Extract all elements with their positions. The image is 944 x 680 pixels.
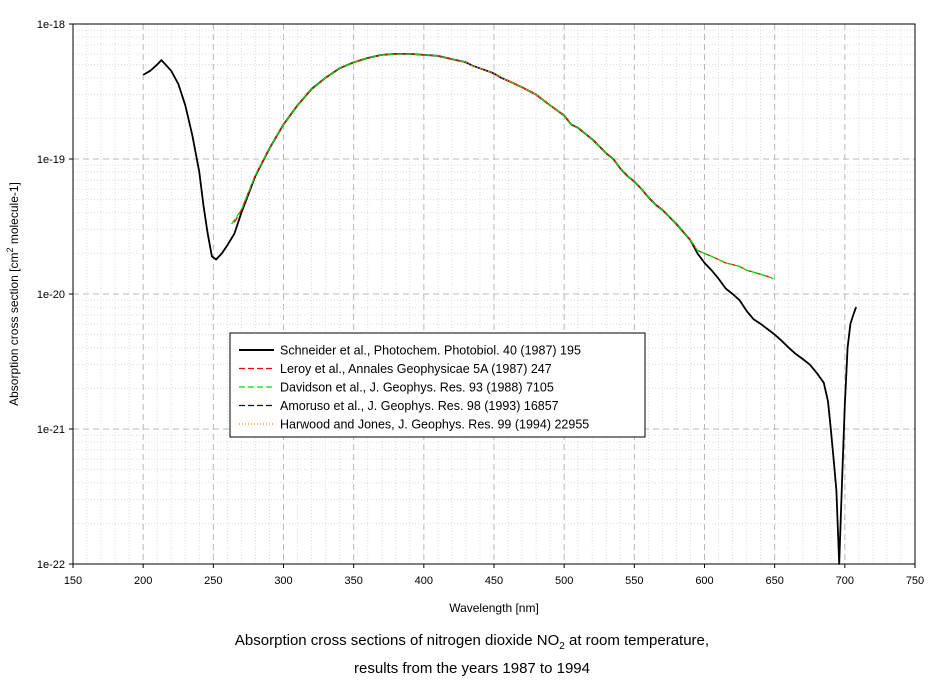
caption-line-1: Absorption cross sections of nitrogen di… [0,630,944,658]
caption-line-1-prefix: Absorption cross sections of nitrogen di… [234,632,560,649]
series-line-5 [465,61,565,117]
x-tick-label: 150 [64,575,82,587]
x-tick-label: 400 [415,575,433,587]
x-tick-label: 550 [625,575,643,587]
x-tick-label: 750 [906,575,924,587]
x-tick-label: 700 [836,575,854,587]
series-line-3 [231,53,774,280]
x-tick-label: 650 [765,575,783,587]
y-axis: 1e-18 1e-19 1e-20 1e-21 1e-22 [37,19,73,571]
legend-entry-4: Amoruso et al., J. Geophys. Res. 98 (199… [280,399,559,413]
legend-entry-2: Leroy et al., Annales Geophysicae 5A (19… [280,362,552,376]
grid [73,24,915,564]
caption: Absorption cross sections of nitrogen di… [0,630,944,680]
x-tick-label: 200 [134,575,152,587]
caption-line-1-suffix: at room temperature, [564,632,710,649]
y-tick-label: 1e-21 [37,424,65,436]
x-tick-label: 600 [695,575,713,587]
legend: Schneider et al., Photochem. Photobiol. … [229,332,646,438]
legend-entry-5: Harwood and Jones, J. Geophys. Res. 99 (… [280,418,589,432]
caption-line-1-sub: 2 [559,641,565,652]
x-tick-label: 250 [204,575,222,587]
series-line-4 [465,61,509,82]
series-layer [142,53,857,565]
y-tick-label: 1e-22 [37,559,65,571]
y-tick-label: 1e-18 [37,19,65,31]
y-tick-label: 1e-19 [37,154,65,166]
x-axis: 150 200 250 300 350 400 450 500 550 600 650 700 750 [64,564,924,587]
y-axis-label-suffix: molecule-1] [7,182,21,247]
x-tick-label: 350 [344,575,362,587]
x-tick-label: 500 [555,575,573,587]
x-axis-label: Wavelength [nm] [449,601,539,615]
legend-entry-3: Davidson et al., J. Geophys. Res. 93 (19… [280,381,554,395]
legend-box [229,332,646,438]
caption-line-2: results from the years 1987 to 1994 [354,660,590,677]
x-tick-label: 450 [485,575,503,587]
y-axis-label-sup: 2 [5,247,15,252]
series-line-2 [233,53,773,280]
x-tick-label: 300 [274,575,292,587]
y-tick-label: 1e-20 [37,289,65,301]
y-axis-label-prefix: Absorption cross section [cm [7,252,21,405]
y-axis-label: Absorption cross section [cm2 molecule-1… [5,182,21,406]
series-line-1 [142,53,857,565]
legend-entry-1: Schneider et al., Photochem. Photobiol. … [280,344,581,358]
